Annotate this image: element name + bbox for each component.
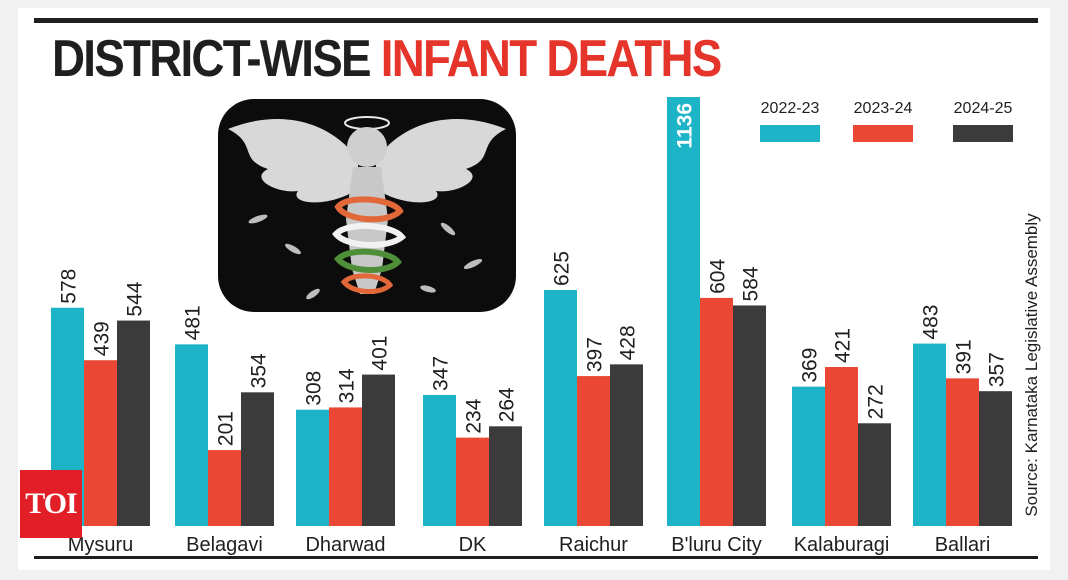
value-label: 1136 [674, 103, 697, 149]
category-label: Dharwad [305, 534, 385, 556]
bar-kalaburagi-2023-24 [825, 367, 858, 526]
bar-raichur-2023-24 [577, 376, 610, 526]
value-labels-layer: 578 439 544 481 201 354 308 314 401 347 234 264 625 3… [58, 103, 1009, 446]
value-label: 428 [617, 325, 640, 360]
value-label: 421 [832, 328, 855, 363]
value-label: 264 [496, 387, 519, 422]
value-label: 369 [799, 348, 822, 383]
value-label: 308 [303, 371, 326, 406]
bar-ballari-2024-25 [979, 391, 1012, 526]
value-label: 314 [336, 368, 359, 403]
bar-b-luru-city-2022-23 [667, 97, 700, 526]
value-label: 439 [91, 321, 114, 356]
value-label: 604 [707, 259, 730, 294]
value-label: 481 [182, 305, 205, 340]
bottom-rule [34, 556, 1038, 559]
bar-dk-2023-24 [456, 437, 489, 526]
legend-swatch [760, 125, 820, 142]
bar-dharwad-2023-24 [329, 407, 362, 526]
value-label: 584 [740, 266, 763, 301]
value-label: 234 [463, 398, 486, 433]
value-label: 354 [248, 353, 271, 388]
bar-belagavi-2024-25 [241, 392, 274, 526]
bar-raichur-2024-25 [610, 364, 643, 526]
bar-kalaburagi-2024-25 [858, 423, 891, 526]
value-label: 272 [865, 384, 888, 419]
bar-dk-2022-23 [423, 394, 456, 526]
bar-ballari-2022-23 [913, 343, 946, 526]
category-label: DK [459, 534, 487, 556]
chart-title: DISTRICT-WISE INFANT DEATHS [52, 28, 723, 90]
bar-mysuru-2023-24 [84, 360, 117, 526]
category-label: Belagavi [186, 534, 263, 556]
toi-logo: TOI [20, 470, 82, 538]
legend: 2022-23 2023-24 2024-25 [760, 100, 1013, 142]
bar-dharwad-2022-23 [296, 409, 329, 526]
value-label: 625 [551, 251, 574, 286]
value-label: 544 [124, 281, 147, 316]
angel-wings-figure-icon [218, 99, 516, 312]
bar-raichur-2022-23 [544, 289, 577, 526]
value-label: 357 [986, 352, 1009, 387]
value-label: 578 [58, 269, 81, 304]
category-label: Raichur [559, 534, 628, 556]
category-label: Kalaburagi [794, 534, 890, 556]
source-note: Source: Karnataka Legislative Assembly [1022, 213, 1041, 517]
value-label: 483 [920, 305, 943, 340]
bar-b-luru-city-2024-25 [733, 305, 766, 526]
top-rule [34, 18, 1038, 23]
category-label: Ballari [935, 534, 991, 556]
legend-swatch [853, 125, 913, 142]
legend-label: 2022-23 [761, 100, 820, 117]
value-label: 391 [953, 339, 976, 374]
legend-label: 2024-25 [954, 100, 1013, 117]
legend-label: 2023-24 [854, 100, 913, 117]
category-labels-layer: Mysuru Belagavi Dharwad DK Raichur B'luru Cit… [68, 534, 991, 556]
category-label: Mysuru [68, 534, 134, 556]
title-part-2: INFANT DEATHS [380, 30, 723, 88]
bar-kalaburagi-2022-23 [792, 386, 825, 526]
bar-belagavi-2022-23 [175, 344, 208, 526]
value-label: 201 [215, 411, 238, 446]
bar-ballari-2023-24 [946, 378, 979, 526]
legend-swatch [953, 125, 1013, 142]
title-part-1: DISTRICT-WISE [52, 30, 372, 88]
value-label: 401 [369, 336, 392, 371]
bar-mysuru-2024-25 [117, 320, 150, 526]
category-label: B'luru City [671, 534, 762, 556]
bar-dk-2024-25 [489, 426, 522, 526]
value-label: 347 [430, 356, 453, 391]
bar-dharwad-2024-25 [362, 374, 395, 526]
bar-belagavi-2023-24 [208, 450, 241, 526]
bar-b-luru-city-2023-24 [700, 297, 733, 526]
value-label: 397 [584, 337, 607, 372]
